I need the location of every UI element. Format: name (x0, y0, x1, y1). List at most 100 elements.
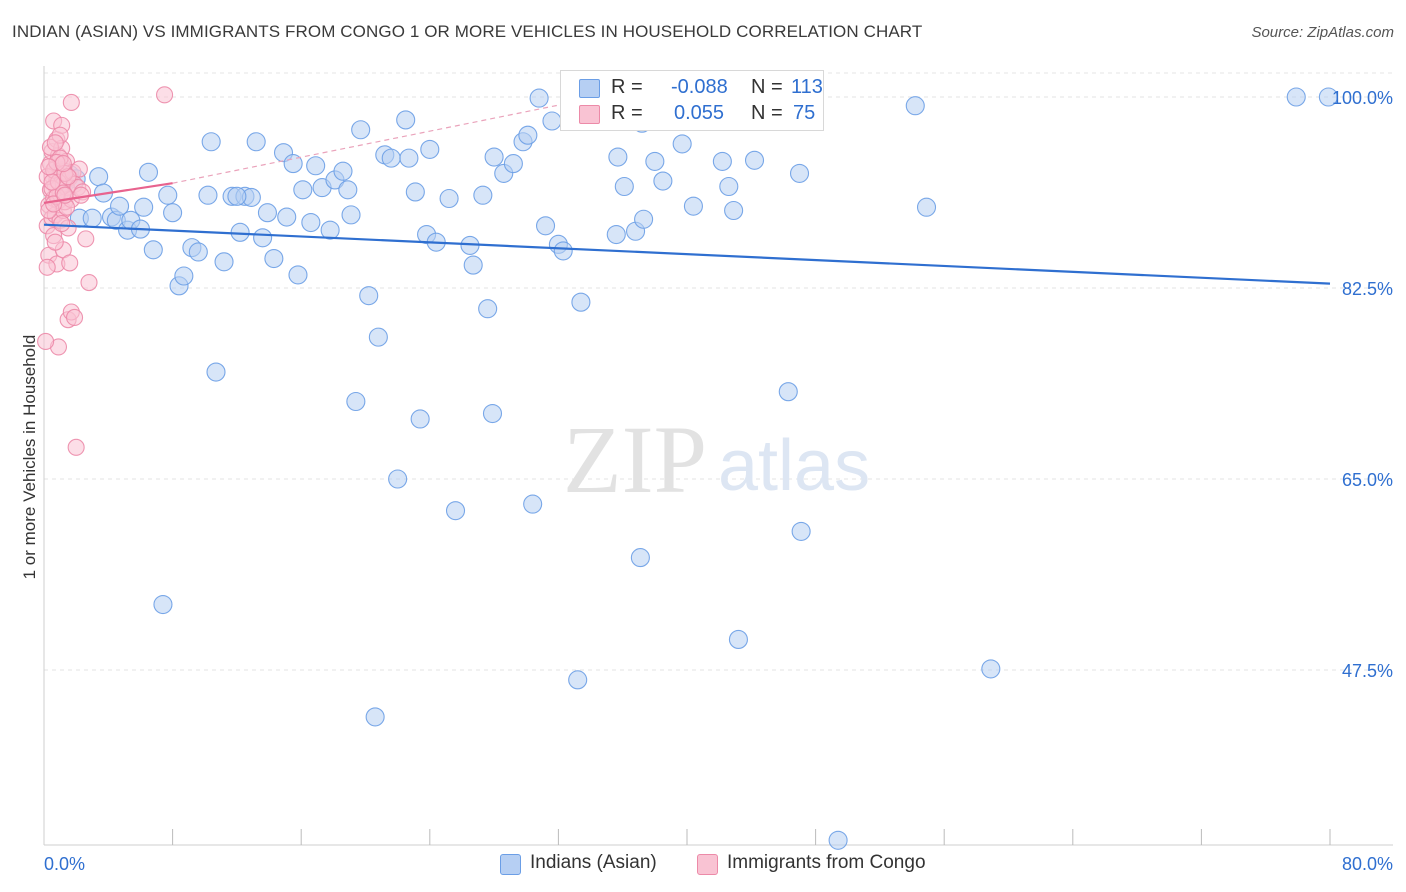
tick-labels: 100.0% 82.5% 65.0% 47.5% 0.0% 80.0% (44, 88, 1393, 874)
point-indians (214, 252, 234, 272)
point-indians (388, 469, 408, 489)
point-indians (542, 111, 562, 131)
point-indians (614, 176, 634, 197)
point-indians (728, 629, 748, 649)
point-indians (463, 255, 483, 275)
data-points (37, 86, 1338, 850)
point-indians (478, 299, 498, 319)
point-indians (143, 240, 163, 260)
point-congo (40, 158, 58, 176)
point-indians (201, 132, 221, 152)
point-indians (523, 494, 543, 514)
point-indians (253, 228, 273, 248)
legend-n-label: N = (751, 76, 783, 98)
series-label-congo: Immigrants from Congo (727, 852, 926, 873)
point-congo (53, 215, 71, 233)
point-indians (445, 501, 466, 521)
trend-line-indians (43, 223, 1331, 285)
series-label-indians: Indians (Asian) (530, 852, 657, 873)
point-congo (61, 254, 79, 272)
point-congo (46, 134, 64, 152)
point-indians (163, 203, 183, 223)
point-indians (439, 188, 459, 209)
legend-n-label: N = (751, 102, 783, 124)
point-congo (46, 233, 64, 251)
legend-r-label: R = (611, 76, 643, 98)
source-note: Source: ZipAtlas.com (1251, 24, 1394, 41)
point-indians (744, 150, 765, 170)
point-indians (227, 186, 247, 206)
point-indians (535, 216, 556, 236)
point-indians (338, 180, 358, 200)
point-indians (905, 96, 925, 116)
x-tick-label: 80.0% (1342, 854, 1393, 874)
point-indians (264, 248, 284, 269)
point-congo (43, 173, 61, 191)
point-indians (138, 162, 159, 182)
point-indians (381, 148, 401, 168)
series-swatch-indians (500, 854, 521, 875)
x-tick-label: 0.0% (44, 854, 85, 874)
point-indians (301, 212, 321, 233)
trend-extension-congo (172, 99, 583, 184)
legend-r-label: R = (611, 102, 643, 124)
legend-n-value: 113 (791, 76, 823, 98)
point-indians (981, 659, 1001, 679)
y-tick-label: 65.0% (1342, 470, 1393, 490)
point-indians (257, 203, 277, 223)
point-indians (198, 185, 218, 205)
point-indians (778, 382, 798, 402)
point-indians (134, 197, 154, 217)
point-indians (89, 167, 109, 187)
point-congo (156, 86, 174, 104)
point-indians (420, 139, 440, 159)
point-indians (683, 196, 703, 216)
y-tick-label: 47.5% (1342, 661, 1393, 681)
legend-swatch-congo (579, 105, 600, 124)
point-indians (484, 147, 504, 167)
y-tick-label: 100.0% (1332, 88, 1393, 108)
point-indians (306, 156, 326, 176)
point-indians (653, 171, 673, 191)
series-swatch-congo (697, 854, 718, 875)
point-indians (333, 161, 353, 181)
point-indians (206, 362, 226, 382)
legend-r-value: -0.088 (671, 76, 728, 98)
series-congo (37, 86, 174, 456)
point-indians (712, 151, 732, 171)
point-indians (359, 286, 379, 306)
point-indians (568, 670, 588, 690)
y-tick-label: 82.5% (1342, 279, 1393, 299)
axes (43, 66, 1393, 846)
point-indians (630, 548, 650, 568)
point-indians (916, 197, 937, 217)
point-indians (503, 154, 523, 174)
point-indians (828, 830, 848, 850)
point-congo (65, 308, 84, 327)
point-indians (320, 220, 340, 240)
point-indians (571, 292, 591, 312)
point-congo (80, 273, 98, 292)
point-indians (341, 205, 361, 225)
point-indians (719, 176, 739, 197)
point-indians (473, 185, 493, 205)
point-indians (518, 125, 538, 145)
legend-n-value: 75 (793, 102, 816, 124)
point-indians (396, 110, 416, 130)
point-indians (399, 148, 419, 168)
point-indians (368, 327, 388, 347)
point-indians (553, 241, 573, 261)
point-indians (153, 594, 173, 615)
point-indians (188, 242, 208, 262)
point-indians (351, 120, 371, 140)
point-indians (110, 196, 130, 216)
legend-r-value: 0.055 (674, 102, 725, 124)
point-indians (283, 154, 303, 174)
point-indians (482, 403, 503, 424)
point-indians (246, 132, 266, 152)
point-indians (645, 151, 665, 171)
point-indians (174, 266, 194, 286)
chart-title: INDIAN (ASIAN) VS IMMIGRANTS FROM CONGO … (12, 22, 923, 41)
zipatlas-watermark: ZIP atlas (563, 406, 870, 513)
